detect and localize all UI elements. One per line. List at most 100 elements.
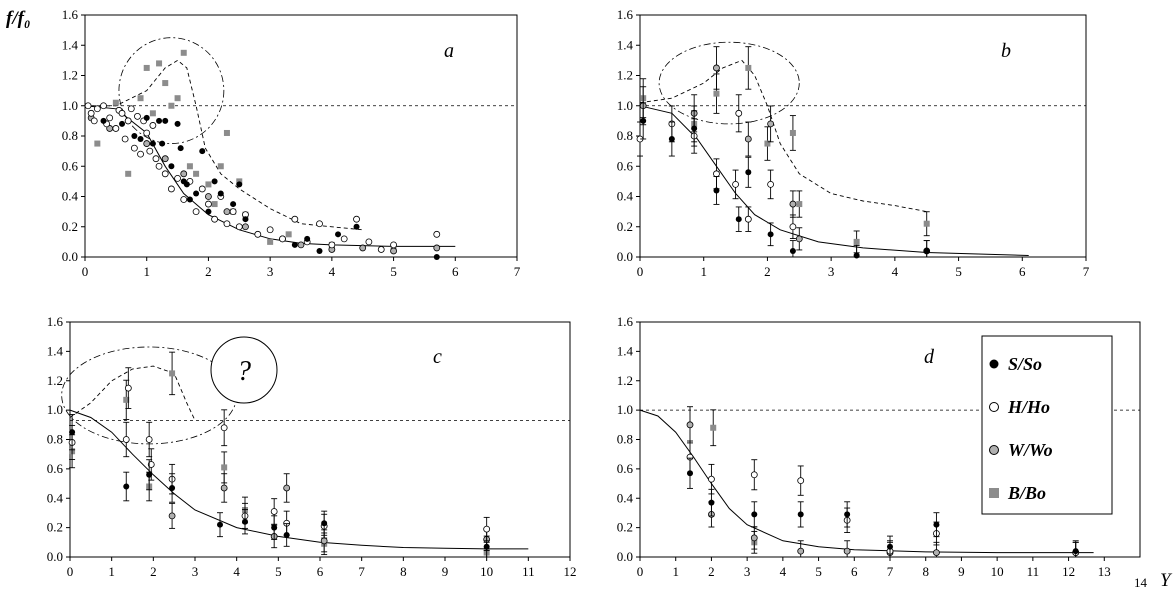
- data-point: [708, 499, 715, 506]
- data-point: [134, 112, 141, 120]
- data-point: [340, 235, 348, 243]
- question-circle: [210, 336, 278, 404]
- data-point: [159, 140, 166, 147]
- x-tick-label: 2: [708, 564, 715, 579]
- y-tick-label: 0.4: [617, 189, 634, 204]
- dashed-envelope: [639, 59, 927, 213]
- y-tick-label: 0.4: [47, 490, 64, 505]
- data-point: [123, 396, 130, 403]
- data-point: [100, 117, 107, 124]
- panel-a: 0.0 0.2 0.4 0.6 0.8 1.0 1.2 1.4 1.6 0 1 2 3 4 5 6 7 a: [62, 7, 521, 279]
- data-point: [223, 220, 231, 228]
- data-point: [100, 102, 107, 110]
- x-tick-label: 0: [82, 264, 89, 279]
- data-point: [751, 511, 758, 518]
- y-tick-label: 0.8: [62, 128, 78, 143]
- data-point: [316, 247, 323, 254]
- data-point: [180, 196, 188, 203]
- data-point: [735, 216, 742, 223]
- y-tick-label: 0.6: [617, 461, 634, 476]
- data-point: [853, 238, 860, 245]
- y-tick-label: 1.4: [62, 37, 79, 52]
- y-tick-label: 0.4: [62, 189, 79, 204]
- panel-letter: d: [924, 346, 935, 368]
- x-tick-label: 5: [390, 264, 397, 279]
- y-tick-label: 0.0: [62, 249, 78, 264]
- chart-panels: 0.00.20.40.60.81.01.21.41.60 1 2 3 4 5 6 7a0.00…: [47, 7, 1141, 579]
- data-point: [279, 235, 286, 243]
- data-point: [137, 136, 144, 143]
- y-tick-label: 0.6: [47, 461, 64, 476]
- x-tick-label: 3: [267, 264, 274, 279]
- x-tick-label: 0: [67, 564, 74, 579]
- data-point: [789, 129, 796, 136]
- data-point: [205, 181, 212, 188]
- y-tick-label: 1.2: [62, 68, 78, 83]
- legend-label: W/Wo: [1008, 440, 1053, 460]
- dashdot-ellipse: [658, 41, 800, 125]
- question-mark: ?: [237, 356, 251, 387]
- data-point: [168, 102, 175, 109]
- data-point: [236, 181, 243, 188]
- data-point: [789, 200, 797, 208]
- data-point: [230, 201, 237, 208]
- data-point: [254, 230, 262, 238]
- series-h-ho: [84, 102, 441, 253]
- x-tick-label: 0: [637, 564, 644, 579]
- panel-d: 0.00.20.40.60.81.01.21.41.60 1 2 3 4 5 6 7 8 9 10 1…: [617, 314, 1141, 579]
- data-point: [853, 252, 860, 259]
- data-point: [923, 220, 930, 227]
- data-point: [156, 60, 163, 67]
- data-point: [365, 238, 373, 246]
- data-point: [713, 187, 720, 194]
- data-point: [123, 483, 130, 490]
- data-point: [483, 525, 491, 533]
- x-tick-label: 7: [358, 564, 365, 579]
- x-tick-label: 13: [1098, 564, 1111, 579]
- fit-curve: [639, 105, 1029, 256]
- data-point: [174, 95, 181, 102]
- x-tick-label: 7: [887, 564, 894, 579]
- x-tick-label: 3: [744, 564, 751, 579]
- data-point: [192, 208, 200, 216]
- data-point: [297, 241, 305, 249]
- y-tick-label: 1.6: [617, 7, 634, 22]
- y-tick-label: 0.8: [47, 432, 63, 447]
- x-tick-label: 1: [143, 264, 150, 279]
- data-point: [156, 117, 163, 124]
- y-tick-label: 1.4: [617, 343, 634, 358]
- data-point: [161, 155, 169, 163]
- y-tick-label: 1.4: [47, 343, 64, 358]
- data-point: [118, 109, 126, 117]
- legend-marker: [989, 488, 999, 498]
- fit-curve: [69, 409, 529, 550]
- x-tick-label: 2: [764, 264, 771, 279]
- data-point: [304, 235, 311, 242]
- legend: S/So H/Ho W/Wo B/Bo: [981, 335, 1113, 515]
- data-point: [84, 102, 92, 110]
- x-axis-label: Y: [1160, 570, 1173, 591]
- y-tick-label: 1.2: [47, 373, 63, 388]
- x-tick-label: 4: [329, 264, 336, 279]
- data-point: [796, 201, 803, 208]
- data-point: [93, 105, 101, 113]
- data-point: [713, 64, 720, 72]
- x-tick-label: 2: [150, 564, 157, 579]
- data-point: [122, 436, 130, 443]
- legend-box: [981, 335, 1113, 515]
- x-tick-label: 5: [815, 564, 822, 579]
- data-point: [211, 215, 219, 223]
- y-tick-label: 0.8: [617, 432, 633, 447]
- data-point: [193, 190, 200, 197]
- data-point: [180, 49, 187, 56]
- data-point: [174, 174, 181, 182]
- x-tick-label: 7: [514, 264, 521, 279]
- y-tick-label: 0.4: [617, 490, 634, 505]
- x-tick-label: 8: [922, 564, 929, 579]
- data-point: [640, 117, 647, 124]
- data-point: [764, 140, 771, 147]
- data-point: [797, 477, 805, 485]
- data-point: [137, 95, 144, 102]
- data-point: [291, 215, 299, 223]
- data-point: [193, 170, 200, 177]
